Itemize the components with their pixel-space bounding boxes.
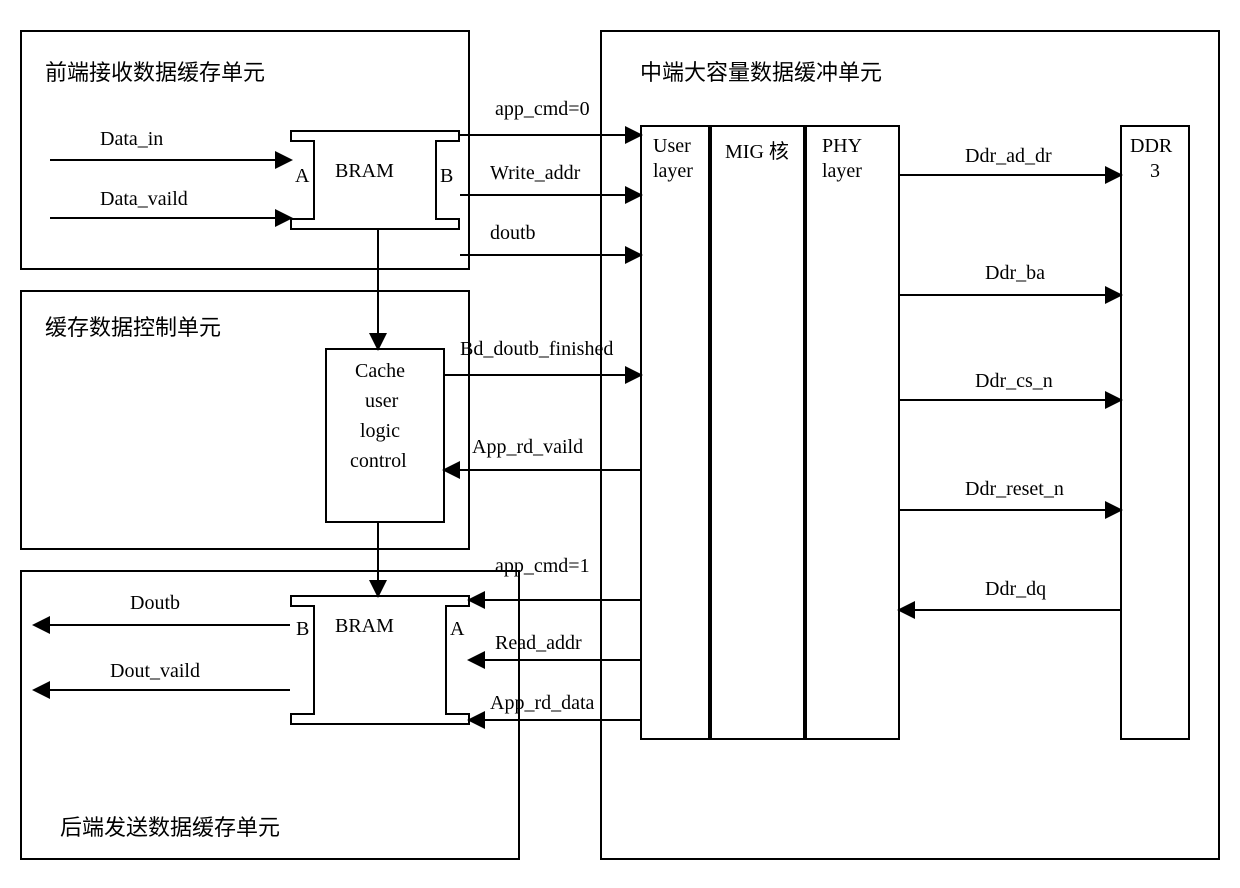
- userlayer-label2: layer: [653, 160, 693, 183]
- bram1-a-label: A: [295, 165, 309, 188]
- lbl-ddr-cs-n: Ddr_cs_n: [975, 370, 1053, 393]
- bram1-label: BRAM: [335, 160, 394, 183]
- userlayer-label1: User: [653, 135, 691, 158]
- lbl-app-cmd1: app_cmd=1: [495, 555, 590, 578]
- lbl-doutb-top: doutb: [490, 222, 536, 245]
- midend-title: 中端大容量数据缓冲单元: [640, 55, 882, 87]
- phylayer: [805, 125, 900, 740]
- lbl-ddr-dq: Ddr_dq: [985, 578, 1046, 601]
- userlayer: [640, 125, 710, 740]
- ddr3-label1: DDR: [1130, 135, 1172, 158]
- lbl-read-addr: Read_addr: [495, 632, 582, 655]
- bram2-a-label: A: [450, 618, 464, 641]
- backend-title: 后端发送数据缓存单元: [60, 810, 280, 842]
- bram2-label: BRAM: [335, 615, 394, 638]
- lbl-doutb-left: Doutb: [130, 592, 180, 615]
- frontend-title: 前端接收数据缓存单元: [45, 55, 265, 87]
- lbl-ddr-ad-dr: Ddr_ad_dr: [965, 145, 1052, 168]
- lbl-app-rd-data: App_rd_data: [490, 692, 594, 715]
- migcore-label: MIG 核: [725, 135, 789, 164]
- cache-l3: logic: [360, 420, 400, 443]
- bram1-b-label: B: [440, 165, 453, 188]
- lbl-ddr-ba: Ddr_ba: [985, 262, 1045, 285]
- migcore: [710, 125, 805, 740]
- cache-l4: control: [350, 450, 407, 473]
- bram2-b-label: B: [296, 618, 309, 641]
- lbl-bd-doutb-fin: Bd_doutb_finished: [460, 338, 613, 361]
- lbl-write-addr: Write_addr: [490, 162, 580, 185]
- cache-l2: user: [365, 390, 398, 413]
- cachectrl-title: 缓存数据控制单元: [45, 310, 221, 342]
- lbl-app-rd-vaild: App_rd_vaild: [472, 436, 583, 459]
- lbl-data-in: Data_in: [100, 128, 163, 151]
- cache-l1: Cache: [355, 360, 405, 383]
- ddr3: [1120, 125, 1190, 740]
- phylayer-label2: layer: [822, 160, 862, 183]
- phylayer-label1: PHY: [822, 135, 862, 158]
- lbl-ddr-reset-n: Ddr_reset_n: [965, 478, 1064, 501]
- lbl-data-vaild: Data_vaild: [100, 188, 188, 211]
- lbl-dout-vaild: Dout_vaild: [110, 660, 200, 683]
- lbl-app-cmd0: app_cmd=0: [495, 98, 590, 121]
- ddr3-label2: 3: [1150, 160, 1160, 183]
